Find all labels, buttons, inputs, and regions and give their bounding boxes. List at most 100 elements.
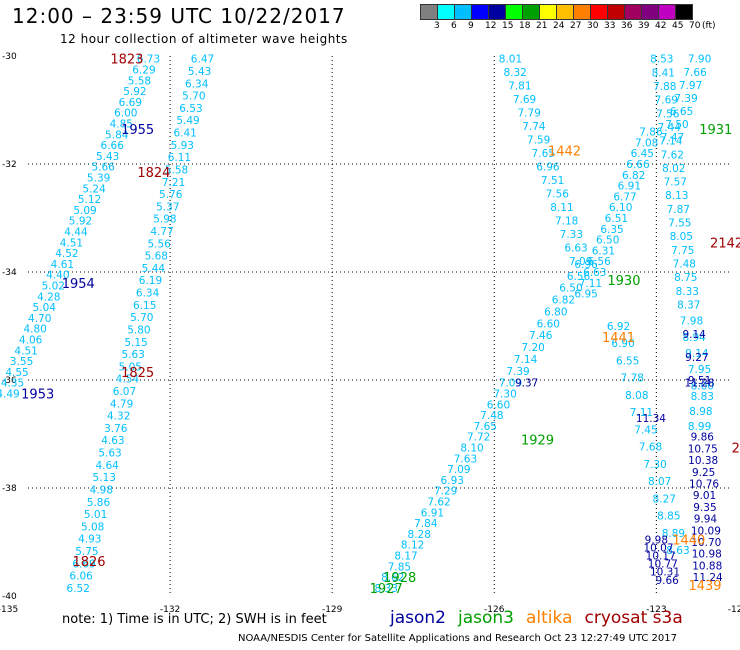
color-scale-label: 70	[689, 21, 701, 31]
wave-height-value: 7.09	[447, 464, 470, 476]
wave-height-value: 7.65	[474, 421, 497, 433]
wave-height-value: 6.96	[574, 259, 598, 271]
wave-height-value: 7.39	[506, 366, 529, 378]
wave-height-value: 7.95	[688, 364, 711, 376]
wave-height-value: 6.80	[544, 306, 567, 318]
wave-height-value: 6.95	[574, 289, 597, 301]
wave-height-value: 6.66	[101, 140, 125, 152]
color-scale-label: 45	[672, 21, 684, 31]
wave-height-value: 6.52	[67, 583, 90, 595]
y-tick-label: -36	[2, 376, 17, 386]
wave-height-value: 8.37	[677, 299, 700, 311]
wave-height-value: 6.65	[670, 106, 693, 118]
y-tick-label: -30	[2, 52, 17, 62]
wave-height-value: 8.98	[689, 406, 712, 418]
wave-height-value: 7.62	[427, 497, 450, 509]
wave-height-value: 5.70	[130, 312, 153, 324]
lat-lon-grid	[28, 56, 732, 596]
wave-height-value: 4.85	[110, 119, 133, 131]
wave-height-value: 7.44	[658, 122, 682, 134]
wave-height-value: 8.02	[662, 163, 685, 175]
wave-height-value: 5.80	[127, 324, 150, 336]
wave-height-value: 6.50	[559, 283, 582, 295]
wave-height-value: 6.50	[596, 235, 619, 247]
pass-label: 1955	[121, 123, 154, 138]
wave-height-value: 6.93	[441, 475, 464, 487]
wave-height-value: 6.82	[552, 295, 575, 307]
wave-height-value: 10.76	[689, 479, 719, 491]
wave-height-value: 7.98	[680, 316, 703, 328]
wave-height-value: 6.31	[592, 245, 615, 257]
wave-height-value: 8.08	[625, 390, 648, 402]
wave-height-value: 7.14	[514, 354, 538, 366]
wave-height-value: 7.79	[518, 108, 541, 120]
wave-height-value: 9.35	[693, 502, 716, 514]
wave-height-value: 7.88	[653, 81, 676, 93]
wave-height-value: 4.77	[150, 226, 173, 238]
wave-height-value: 7.81	[508, 81, 531, 93]
pass-label: 1928	[383, 571, 416, 586]
legend-item-jason3: jason3	[458, 608, 514, 628]
wave-height-value: 6.69	[72, 558, 95, 570]
wave-height-value: 6.00	[114, 108, 137, 120]
wave-height-value: 8.75	[674, 272, 697, 284]
color-scale-label: 3	[434, 21, 440, 31]
wave-height-value: 6.91	[421, 507, 444, 519]
wave-height-value: 6.41	[173, 128, 196, 140]
wave-height-value: 6.63	[583, 267, 606, 279]
y-tick-label: -40	[2, 592, 17, 602]
wave-height-value: 7.84	[414, 518, 438, 530]
wave-height-value: 7.48	[673, 258, 696, 270]
wave-height-value: 5.37	[156, 201, 179, 213]
wave-height-value: 6.53	[179, 103, 202, 115]
wave-height-value: 10.75	[688, 443, 718, 455]
wave-height-value: 6.29	[132, 65, 155, 77]
wave-height-value: 5.12	[78, 194, 101, 206]
wave-height-value: 4.54	[116, 374, 140, 386]
wave-height-value: 7.11	[630, 407, 653, 419]
color-scale-bar	[420, 4, 693, 20]
wave-height-value: 4.51	[60, 237, 83, 249]
wave-height-value: 8.01	[499, 54, 522, 66]
wave-height-value: 4.32	[107, 411, 130, 423]
wave-height-value: 6.06	[69, 571, 93, 583]
wave-height-value: 10.07	[643, 542, 673, 554]
footnote: note: 1) Time is in UTC; 2) SWH is in fe…	[62, 612, 327, 627]
wave-height-value: 5.43	[188, 66, 211, 78]
wave-height-value: 9.01	[693, 490, 716, 502]
wave-height-value: 7.56	[546, 189, 570, 201]
satellite-legend: jason2 jason3 altika cryosat s3a	[390, 608, 695, 628]
wave-height-value: 5.76	[159, 189, 183, 201]
wave-height-value: 6.10	[609, 202, 632, 214]
wave-height-value: 7.30	[493, 389, 516, 401]
color-scale-label: 42	[655, 21, 667, 31]
wave-height-value: 5.01	[84, 509, 107, 521]
wave-height-value: 5.75	[75, 546, 98, 558]
wave-height-value: 6.66	[626, 159, 650, 171]
pass-label: 1442	[548, 145, 581, 160]
x-tick-label: -132	[160, 605, 180, 615]
x-tick-label: -129	[322, 605, 343, 615]
wave-height-value: 7.68	[639, 442, 662, 454]
color-scale-label: 33	[604, 21, 616, 31]
wave-height-value: 6.63	[564, 243, 587, 255]
wave-height-value: 7.20	[521, 342, 544, 354]
wave-height-value: 7.14	[659, 136, 683, 148]
wave-height-value: 7.18	[555, 216, 578, 228]
wave-height-value: 9.14	[685, 348, 709, 360]
pass-label: 2142	[710, 236, 740, 251]
color-scale-label: 18	[519, 21, 531, 31]
legend-item-jason2: jason2	[390, 608, 446, 628]
wave-height-value: 6.34	[185, 78, 209, 90]
wave-height-value: 10.38	[688, 455, 718, 467]
wave-height-value: 6.69	[119, 97, 142, 109]
color-scale-label: 12	[485, 21, 497, 31]
wave-height-value: 4.35	[1, 378, 24, 390]
wave-height-value: 11.34	[636, 413, 666, 425]
color-scale-label: 24	[553, 21, 565, 31]
wave-height-value: 7.21	[162, 177, 185, 189]
x-tick-label: -135	[0, 605, 18, 615]
pass-label: 1825	[121, 366, 154, 381]
wave-height-value: 7.09	[569, 256, 592, 268]
wave-height-value: 7.69	[513, 94, 536, 106]
